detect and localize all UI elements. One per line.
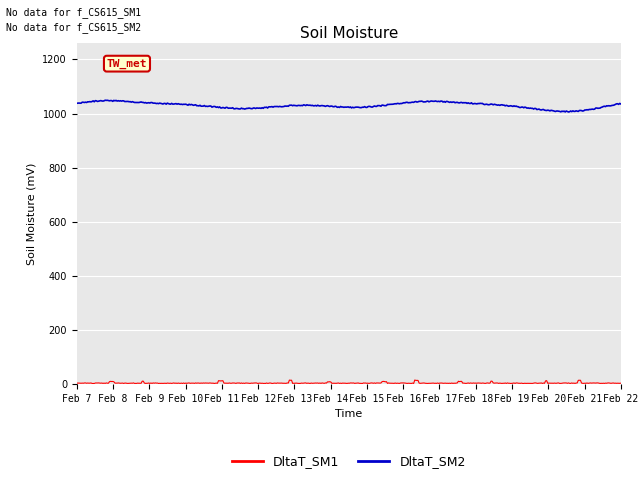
- DltaT_SM1: [181, 381, 189, 386]
- DltaT_SM2: [564, 109, 572, 115]
- Text: No data for f_CS615_SM1: No data for f_CS615_SM1: [6, 7, 141, 18]
- DltaT_SM1: [332, 381, 340, 386]
- DltaT_SM1: [73, 380, 81, 386]
- DltaT_SM1: [369, 380, 376, 386]
- Y-axis label: Soil Moisture (mV): Soil Moisture (mV): [27, 162, 37, 265]
- DltaT_SM2: [332, 104, 340, 109]
- DltaT_SM1: [336, 381, 344, 386]
- DltaT_SM2: [398, 101, 406, 107]
- Text: TW_met: TW_met: [107, 59, 147, 69]
- DltaT_SM2: [369, 104, 376, 110]
- DltaT_SM1: [411, 377, 419, 383]
- Line: DltaT_SM2: DltaT_SM2: [77, 100, 621, 112]
- Title: Soil Moisture: Soil Moisture: [300, 25, 398, 41]
- DltaT_SM1: [606, 380, 614, 386]
- DltaT_SM2: [520, 105, 527, 110]
- X-axis label: Time: Time: [335, 409, 362, 419]
- Line: DltaT_SM1: DltaT_SM1: [77, 380, 621, 384]
- DltaT_SM2: [617, 101, 625, 107]
- DltaT_SM2: [606, 103, 614, 109]
- DltaT_SM1: [617, 380, 625, 386]
- DltaT_SM2: [101, 97, 109, 103]
- Text: No data for f_CS615_SM2: No data for f_CS615_SM2: [6, 22, 141, 33]
- DltaT_SM1: [521, 380, 529, 386]
- Legend: DltaT_SM1, DltaT_SM2: DltaT_SM1, DltaT_SM2: [227, 450, 471, 473]
- DltaT_SM1: [398, 380, 406, 386]
- DltaT_SM2: [336, 105, 344, 110]
- DltaT_SM2: [73, 100, 81, 106]
